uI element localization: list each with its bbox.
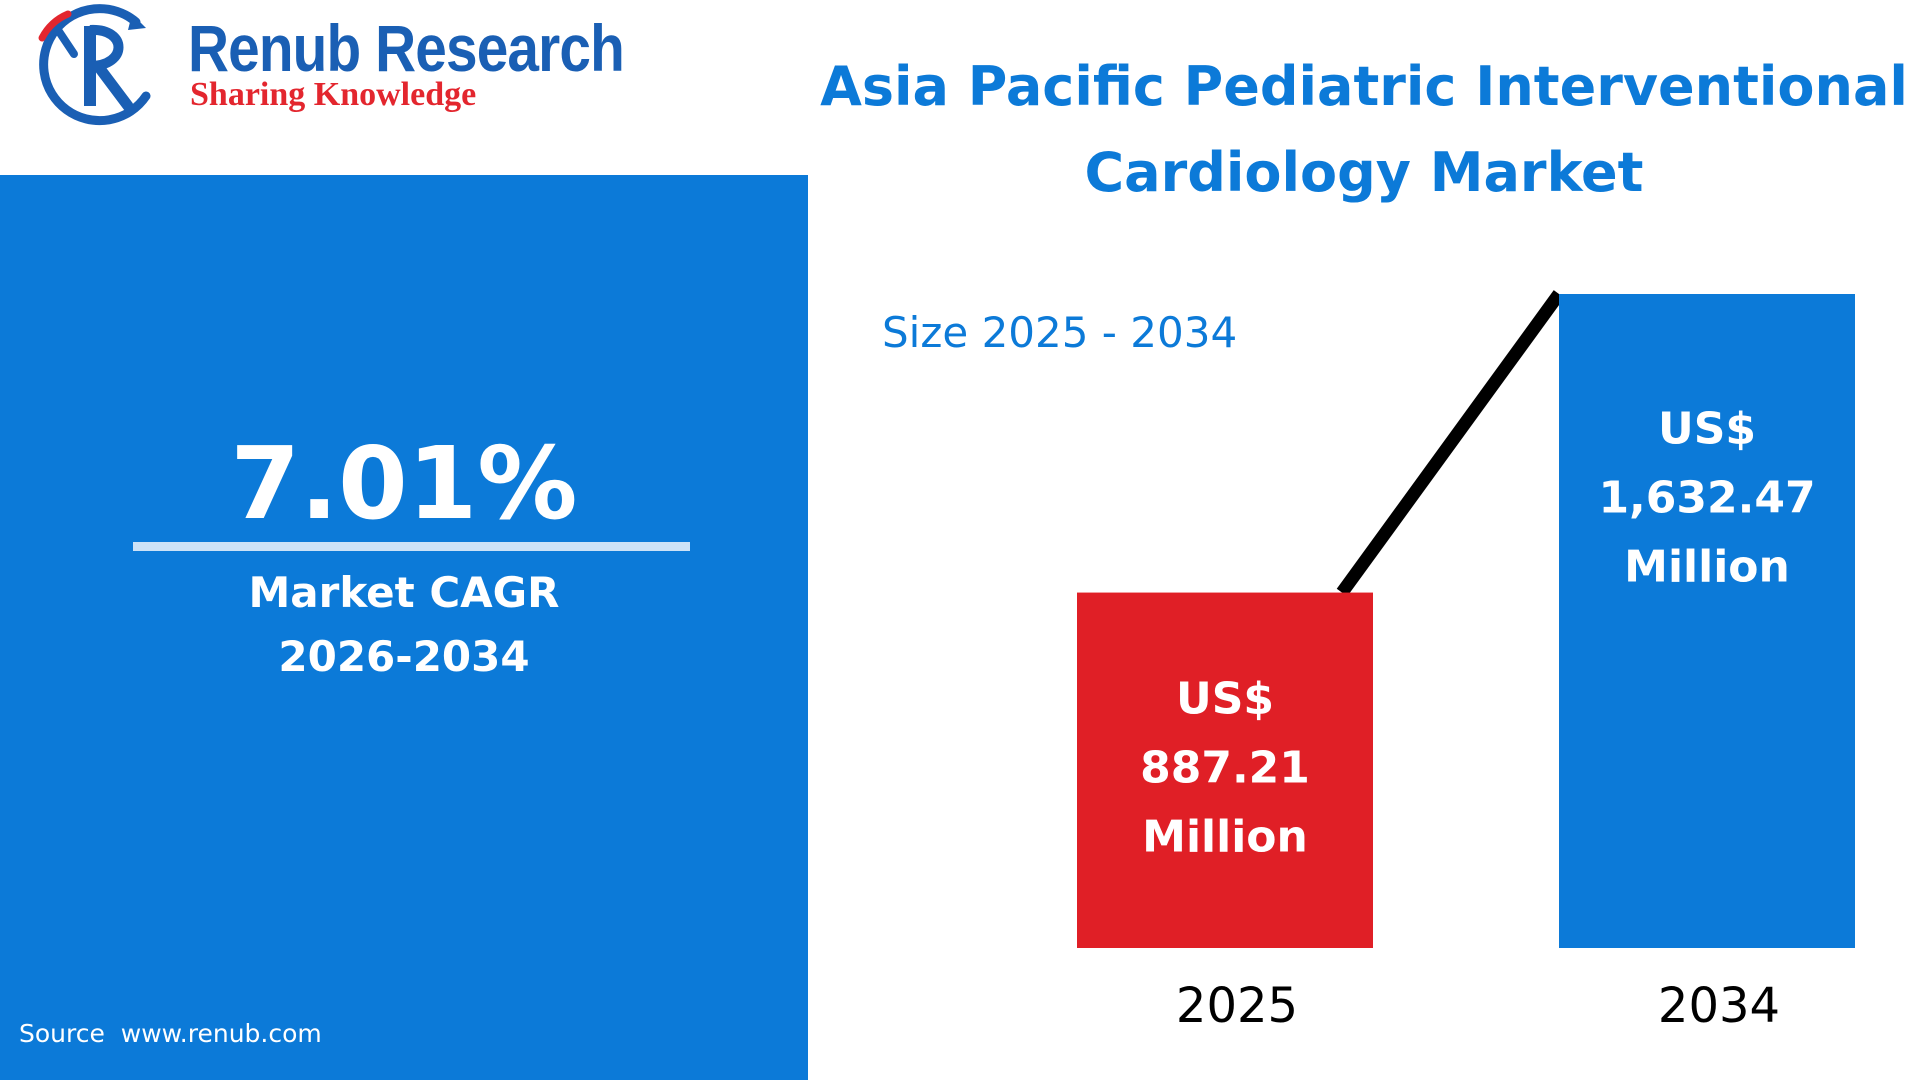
logo-tagline: Sharing Knowledge (190, 76, 477, 113)
cagr-label-line2: 2026-2034 (278, 632, 530, 681)
bar-2034 (1559, 294, 1855, 948)
trend-line (1336, 290, 1565, 597)
bar-2025 (1077, 592, 1373, 948)
tick-label-2025: 2025 (1176, 978, 1298, 1034)
data-label-2034-1: 1,632.47 (1598, 473, 1815, 524)
source-text: Source www.renub.com (19, 1019, 322, 1048)
data-label-2025-0: US$ (1176, 673, 1274, 724)
data-label-2034-0: US$ (1658, 404, 1756, 455)
cagr-panel: 7.01% Market CAGR 2026-2034 Source www.r… (0, 175, 808, 1080)
title-line1: Asia Pacific Pediatric Interventional (820, 55, 1908, 118)
cagr-divider (133, 542, 690, 551)
tick-label-2034: 2034 (1658, 978, 1780, 1034)
cagr-label-line1: Market CAGR (248, 568, 560, 617)
company-logo: Renub Research Sharing Knowledge (28, 4, 628, 126)
data-label-2025-1: 887.21 (1140, 742, 1310, 793)
data-label-2025-2: Million (1142, 811, 1308, 862)
title-line2: Cardiology Market (1084, 141, 1644, 204)
size-label: Size 2025 - 2034 (882, 308, 1238, 357)
renub-logo-icon (38, 4, 151, 126)
page-title: Asia Pacific Pediatric Interventional Ca… (808, 44, 1920, 216)
cagr-value: 7.01% (230, 425, 578, 542)
cagr-label: Market CAGR 2026-2034 (0, 561, 808, 689)
data-label-2034-2: Million (1624, 542, 1790, 593)
logo-name: Renub Research (188, 11, 625, 85)
